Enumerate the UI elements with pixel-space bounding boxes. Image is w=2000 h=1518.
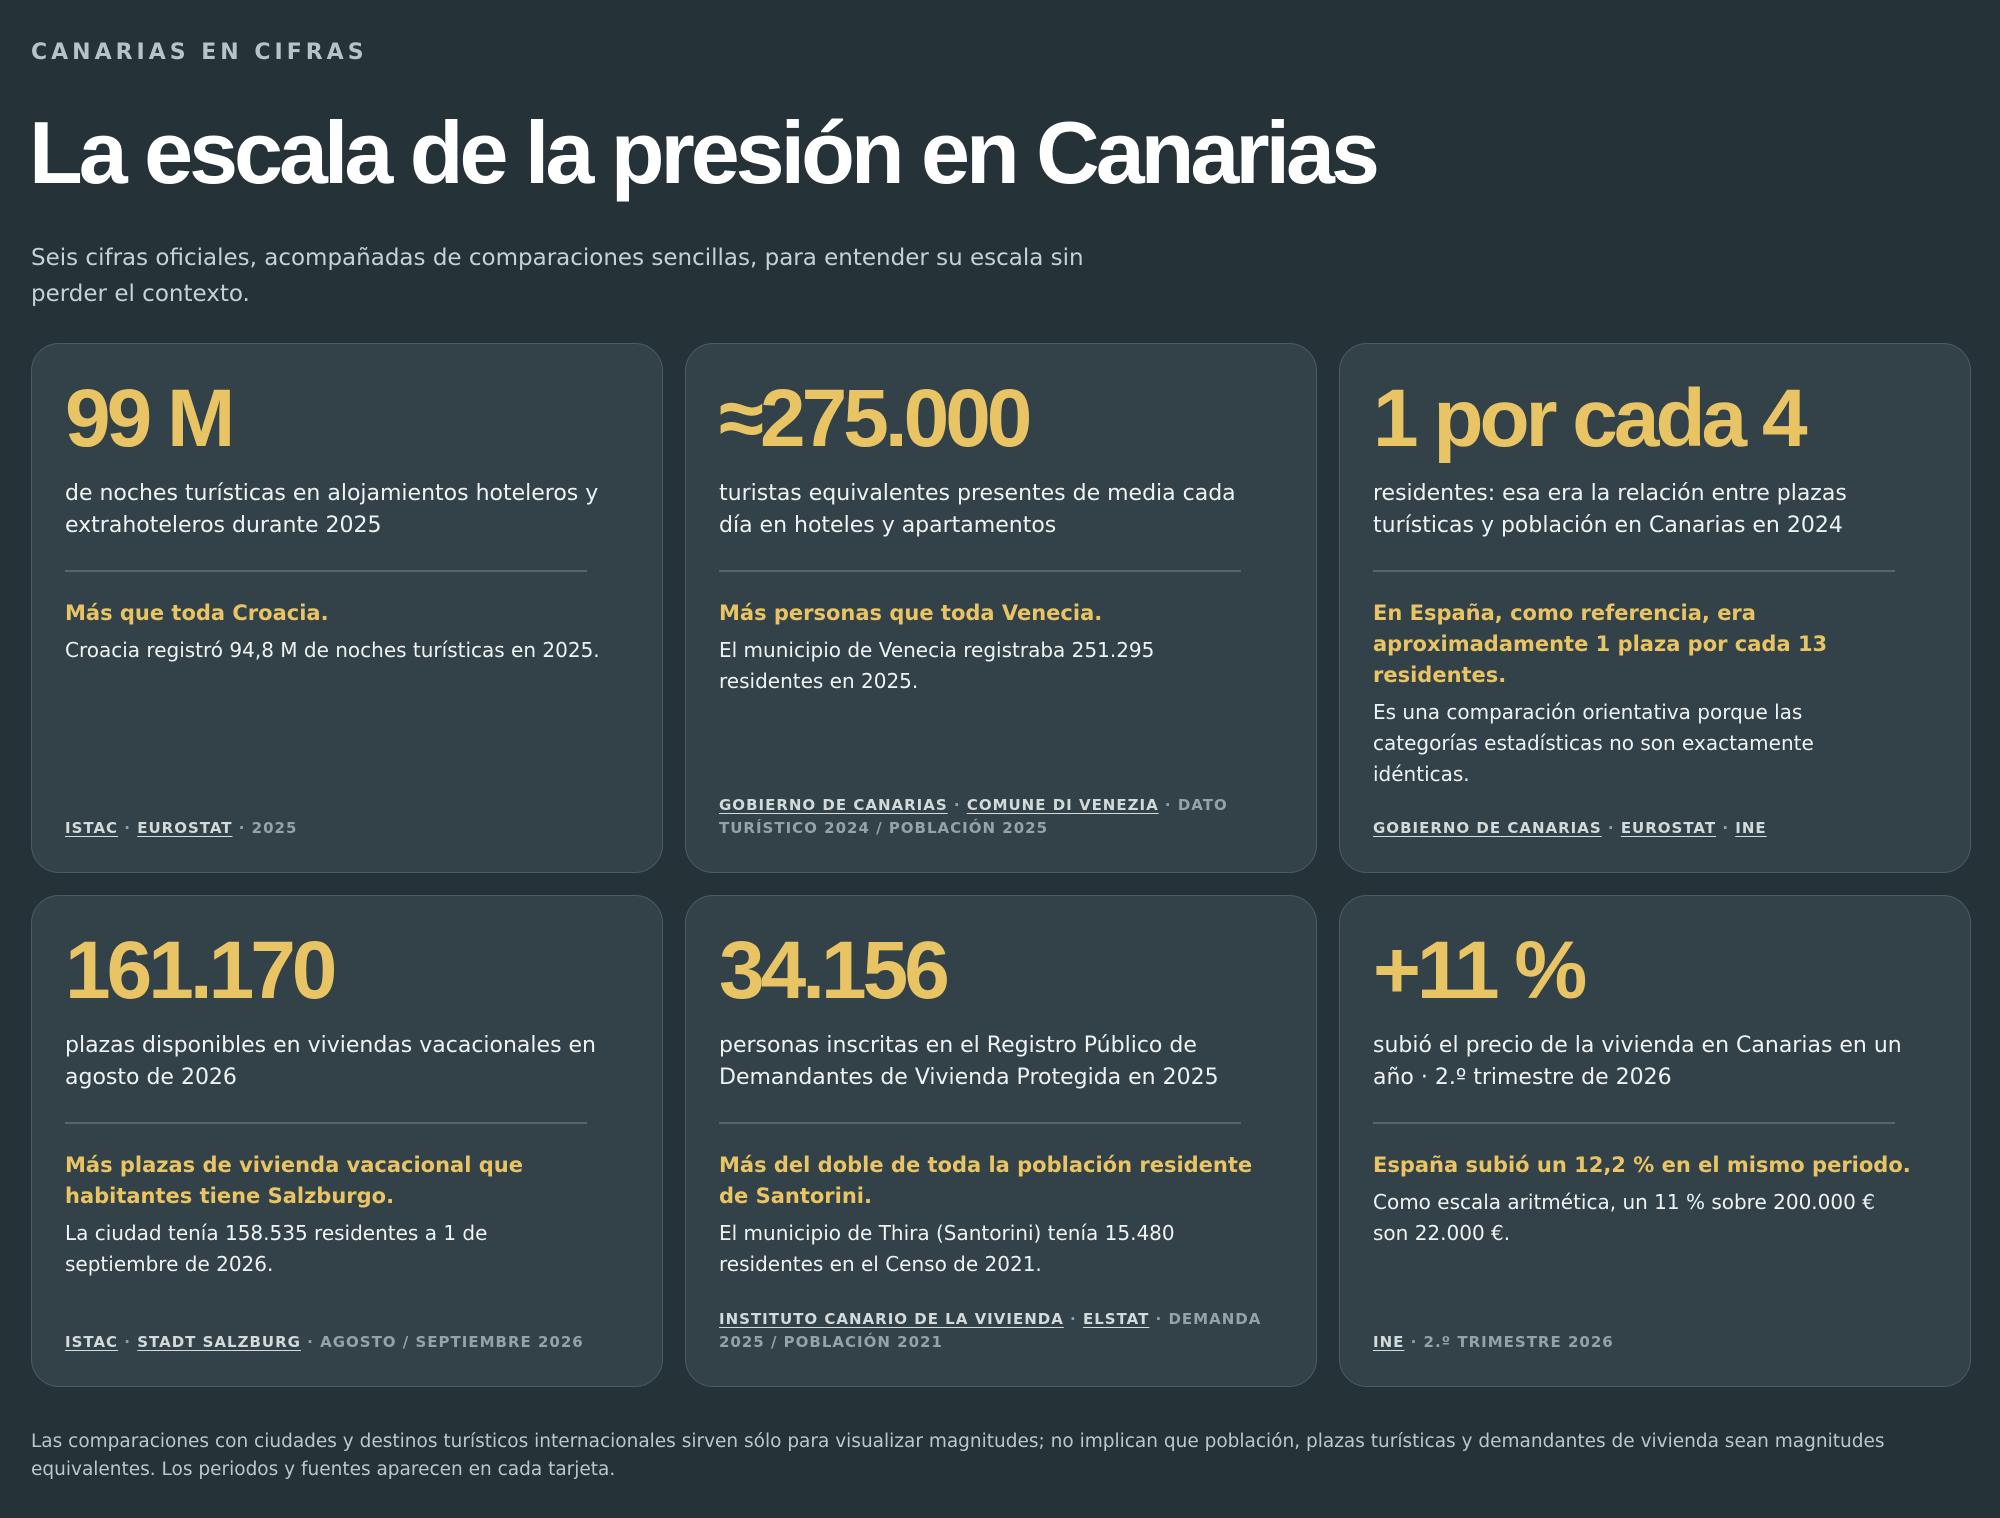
comparison-note: El municipio de Thira (Santorini) tenía … [719, 1220, 1175, 1276]
stat-description: residentes: esa era la relación entre pl… [1373, 481, 1847, 538]
source-period: · DEMANDA 2025 / POBLACIÓN 2021 [719, 1310, 1262, 1351]
divider [1373, 570, 1895, 572]
source-line: GOBIERNO DE CANARIAS · COMUNE DI VENEZIA… [719, 794, 1279, 840]
stat-description: personas inscritas en el Registro Públic… [719, 1033, 1219, 1090]
stat-value: 34.156 [719, 925, 950, 1016]
stat-card-tourist-nights: 99 M de noches turísticas en alojamiento… [31, 343, 663, 873]
source-period: · DATO TURÍSTICO 2024 / POBLACIÓN 2025 [719, 796, 1228, 837]
stat-description: plazas disponibles en viviendas vacacion… [65, 1033, 596, 1090]
comparison-highlight: España subió un 12,2 % en el mismo perio… [1373, 1152, 1911, 1177]
source-line: INSTITUTO CANARIO DE LA VIVIENDA · ELSTA… [719, 1308, 1279, 1354]
source-separator: · [1601, 819, 1621, 837]
stat-description: turistas equivalentes presentes de media… [719, 481, 1236, 538]
source-period: · AGOSTO / SEPTIEMBRE 2026 [300, 1333, 584, 1351]
comparison-note: Como escala aritmética, un 11 % sobre 20… [1373, 1189, 1875, 1245]
stats-grid: 99 M de noches turísticas en alojamiento… [31, 343, 1971, 1387]
source-link-instituto-canario-de-la-vivienda[interactable]: INSTITUTO CANARIO DE LA VIVIENDA [719, 1310, 1064, 1328]
source-link-ine[interactable]: INE [1735, 819, 1767, 837]
source-line: ISTAC · STADT SALZBURG · AGOSTO / SEPTIE… [65, 1331, 625, 1354]
source-link-stadt-salzburg[interactable]: STADT SALZBURG [137, 1333, 301, 1351]
source-line: GOBIERNO DE CANARIAS · EUROSTAT · INE [1373, 817, 1933, 840]
stat-card-housing-applicants: 34.156 personas inscritas en el Registro… [685, 895, 1317, 1387]
divider [65, 570, 587, 572]
source-line: ISTAC · EUROSTAT · 2025 [65, 817, 625, 840]
stat-description: subió el precio de la vivienda en Canari… [1373, 1033, 1902, 1090]
comparison-note: El municipio de Venecia registraba 251.2… [719, 637, 1155, 693]
source-separator: · [1063, 1310, 1083, 1328]
source-link-elstat[interactable]: ELSTAT [1082, 1310, 1150, 1328]
comparison-highlight: Más que toda Croacia. [65, 600, 329, 625]
divider [65, 1122, 587, 1124]
source-link-eurostat[interactable]: EUROSTAT [1620, 819, 1717, 837]
page-subtitle: Seis cifras oficiales, acompañadas de co… [31, 245, 1084, 307]
stat-card-tourist-beds-ratio: 1 por cada 4 residentes: esa era la rela… [1339, 343, 1971, 873]
source-link-ine[interactable]: INE [1373, 1333, 1405, 1351]
source-separator: · [118, 1333, 138, 1351]
kicker: CANARIAS EN CIFRAS [31, 40, 368, 65]
stat-description: de noches turísticas en alojamientos hot… [65, 481, 599, 538]
source-link-gobierno-de-canarias[interactable]: GOBIERNO DE CANARIAS [719, 796, 948, 814]
source-period: · 2.º TRIMESTRE 2026 [1404, 1333, 1614, 1351]
source-line: INE · 2.º TRIMESTRE 2026 [1373, 1331, 1933, 1354]
divider [719, 1122, 1241, 1124]
comparison-note: Croacia registró 94,8 M de noches turíst… [65, 637, 600, 662]
comparison-highlight: Más del doble de toda la población resid… [719, 1152, 1253, 1208]
comparison-note: La ciudad tenía 158.535 residentes a 1 d… [65, 1220, 488, 1276]
stat-value: +11 % [1373, 925, 1587, 1016]
comparison-highlight: Más plazas de vivienda vacacional que ha… [65, 1152, 523, 1208]
comparison-highlight: En España, como referencia, era aproxima… [1373, 600, 1828, 687]
stat-card-housing-price: +11 % subió el precio de la vivienda en … [1339, 895, 1971, 1387]
stat-value: 161.170 [65, 925, 337, 1016]
source-separator: · [118, 819, 138, 837]
divider [719, 570, 1241, 572]
source-link-gobierno-de-canarias[interactable]: GOBIERNO DE CANARIAS [1373, 819, 1602, 837]
source-link-istac[interactable]: ISTAC [65, 1333, 119, 1351]
source-link-comune-di-venezia[interactable]: COMUNE DI VENEZIA [966, 796, 1159, 814]
stat-value: 1 por cada 4 [1373, 373, 1808, 464]
source-separator: · [1716, 819, 1736, 837]
stat-value: 99 M [65, 373, 235, 464]
source-period: · 2025 [232, 819, 298, 837]
stat-value: ≈275.000 [719, 373, 1032, 464]
footer-disclaimer: Las comparaciones con ciudades y destino… [31, 1431, 1885, 1480]
stat-card-equivalent-tourists: ≈275.000 turistas equivalentes presentes… [685, 343, 1317, 873]
divider [1373, 1122, 1895, 1124]
source-link-eurostat[interactable]: EUROSTAT [137, 819, 233, 837]
source-link-istac[interactable]: ISTAC [65, 819, 119, 837]
comparison-highlight: Más personas que toda Venecia. [719, 600, 1103, 625]
comparison-note: Es una comparación orientativa porque la… [1373, 699, 1814, 786]
stat-card-vacation-rentals: 161.170 plazas disponibles en viviendas … [31, 895, 663, 1387]
source-separator: · [947, 796, 967, 814]
page-title: La escala de la presión en Canarias [29, 103, 1380, 202]
